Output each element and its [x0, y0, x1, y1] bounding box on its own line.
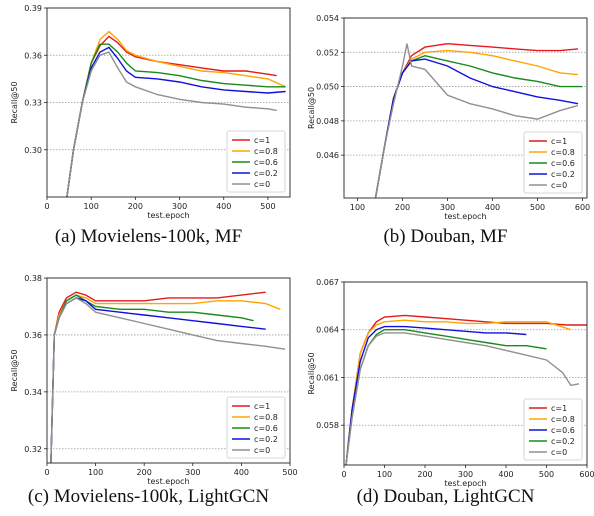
legend-label: c=1 [551, 404, 567, 413]
x-axis-label: test.epoch [444, 479, 486, 488]
series-line-c-0-8 [50, 294, 281, 463]
x-tick-label: 500 [282, 468, 297, 477]
legend-label: c=0.8 [551, 148, 575, 157]
y-tick-label: 0.33 [24, 99, 42, 108]
chart-panel-d: 0.058 0.061 0.064 0.067 0 100 200 300 400 500 600 t… [297, 258, 594, 516]
x-tick-label: 300 [458, 470, 473, 479]
x-tick-label: 600 [579, 470, 594, 479]
y-tick-label: 0.30 [24, 146, 42, 155]
plot-frame [343, 17, 588, 199]
x-tick-label: 600 [575, 203, 590, 212]
x-tick-label: 100 [377, 470, 392, 479]
plot-frame [46, 277, 291, 464]
series-line-c-0 [345, 332, 580, 465]
y-tick-label: 0.36 [24, 51, 42, 60]
series-line-c-0-2 [345, 329, 547, 465]
legend-label: c=0 [254, 446, 270, 455]
legend-label: c=0.8 [254, 147, 278, 156]
x-axis-label: test.epoch [444, 212, 486, 221]
legend-label: c=0 [551, 448, 567, 457]
chart-panel-a: 0.30 0.33 0.36 0.39 0 100 200 300 400 500 test.epo… [0, 0, 297, 258]
legend-label: c=0.6 [254, 424, 278, 433]
chart-d-svg: 0.058 0.061 0.064 0.067 0 100 200 300 400 500 600 t… [307, 278, 594, 488]
x-tick-label: 200 [395, 203, 410, 212]
chart-a-svg: 0.30 0.33 0.36 0.39 0 100 200 300 400 500 test.epo… [10, 4, 291, 220]
legend-label: c=0.8 [254, 413, 278, 422]
chart-b-svg: 0.046 0.048 0.050 0.052 0.054 100 200 300 400 500… [307, 14, 590, 221]
legend-label: c=1 [254, 402, 270, 411]
series-line-c-0-8 [345, 319, 572, 465]
y-tick-label: 0.064 [316, 326, 339, 335]
series-line-c-0-2 [374, 58, 579, 198]
legend-label: c=0 [254, 180, 270, 189]
legend-label: c=0.2 [254, 169, 278, 178]
y-axis-label: Recall@50 [10, 349, 19, 391]
series-line-c-0-6 [50, 294, 254, 463]
legend-box [226, 396, 286, 459]
chart-a-caption: (a) Movielens-100k, MF [54, 226, 243, 247]
x-tick-label: 400 [234, 468, 249, 477]
x-tick-label: 0 [44, 468, 49, 477]
series-line-c-1 [50, 291, 266, 463]
x-tick-label: 400 [498, 470, 513, 479]
legend-label: c=0.2 [254, 435, 278, 444]
y-tick-label: 0.39 [24, 4, 42, 13]
x-tick-label: 200 [417, 470, 432, 479]
legend-box [226, 130, 286, 193]
x-tick-label: 200 [137, 468, 152, 477]
x-tick-label: 0 [341, 470, 346, 479]
legend-label: c=0.6 [254, 158, 278, 167]
y-tick-label: 0.046 [316, 151, 339, 160]
y-tick-label: 0.38 [24, 274, 42, 283]
chart-b-caption: (b) Douban, MF [383, 226, 508, 247]
x-tick-label: 500 [539, 470, 554, 479]
x-tick-label: 300 [172, 202, 187, 211]
legend-label: c=1 [551, 137, 567, 146]
legend-box [523, 398, 583, 461]
x-tick-label: 500 [530, 203, 545, 212]
x-tick-label: 0 [44, 202, 49, 211]
y-tick-label: 0.061 [316, 373, 339, 382]
y-tick-label: 0.050 [316, 83, 339, 92]
chart-panel-c: 0.32 0.34 0.36 0.38 0 100 200 300 400 500 test.epo… [0, 258, 297, 516]
y-tick-label: 0.32 [24, 445, 42, 454]
series-line-c-0 [50, 297, 286, 463]
x-axis-label: test.epoch [147, 211, 189, 220]
x-tick-label: 100 [84, 202, 99, 211]
y-axis-label: Recall@50 [307, 87, 316, 129]
legend-label: c=0 [551, 181, 567, 190]
y-axis-label: Recall@50 [307, 352, 316, 394]
chart-c-caption: (c) Movielens-100k, LightGCN [27, 486, 270, 507]
y-tick-label: 0.052 [316, 48, 339, 57]
legend-label: c=0.6 [551, 426, 575, 435]
series-line-c-0 [66, 51, 277, 197]
legend-box [523, 131, 583, 194]
x-tick-label: 300 [185, 468, 200, 477]
x-tick-label: 400 [216, 202, 231, 211]
x-tick-label: 400 [485, 203, 500, 212]
y-tick-label: 0.058 [316, 421, 339, 430]
legend-label: c=1 [254, 136, 270, 145]
legend-label: c=0.6 [551, 159, 575, 168]
x-tick-label: 200 [128, 202, 143, 211]
chart-d-caption: (d) Douban, LightGCN [356, 486, 535, 507]
y-axis-label: Recall@50 [10, 81, 19, 123]
y-tick-label: 0.34 [24, 388, 42, 397]
y-tick-label: 0.054 [316, 14, 339, 23]
y-tick-label: 0.067 [316, 278, 339, 287]
legend-label: c=0.2 [551, 437, 575, 446]
y-tick-label: 0.36 [24, 331, 42, 340]
series-line-c-0-6 [345, 325, 527, 465]
x-tick-label: 100 [350, 203, 365, 212]
x-tick-label: 300 [440, 203, 455, 212]
series-line-c-0 [374, 43, 579, 198]
x-tick-label: 100 [88, 468, 103, 477]
chart-panel-b: 0.046 0.048 0.050 0.052 0.054 100 200 300 400 500… [297, 0, 594, 258]
legend-label: c=0.2 [551, 170, 575, 179]
y-tick-label: 0.048 [316, 117, 339, 126]
chart-c-svg: 0.32 0.34 0.36 0.38 0 100 200 300 400 500 test.epo… [10, 274, 297, 486]
legend-label: c=0.8 [551, 415, 575, 424]
x-axis-label: test.epoch [147, 477, 189, 486]
x-tick-label: 500 [260, 202, 275, 211]
